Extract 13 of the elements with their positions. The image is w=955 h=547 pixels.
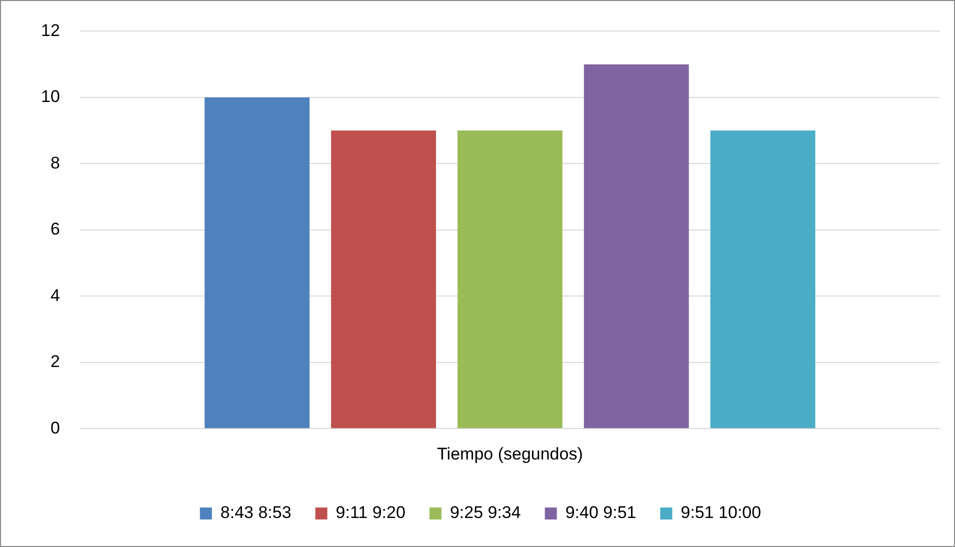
y-tick-label: 0 [50,418,60,438]
legend-label: 9:25 9:34 [450,503,521,522]
legend-label: 9:11 9:20 [336,503,406,522]
x-tick-label: Tiempo (segundos) [437,444,583,464]
y-tick-label: 10 [40,87,60,106]
legend-label: 9:51 10:00 [680,503,762,522]
legend-label: 8:43 8:53 [220,503,292,522]
y-tick-label: 4 [50,286,60,305]
legend-label: 9:40 9:51 [565,503,636,522]
y-tick-label: 2 [50,352,60,372]
y-tick-label: 8 [50,153,60,172]
y-tick-label: 6 [50,220,60,239]
y-tick-label: 12 [40,20,60,40]
